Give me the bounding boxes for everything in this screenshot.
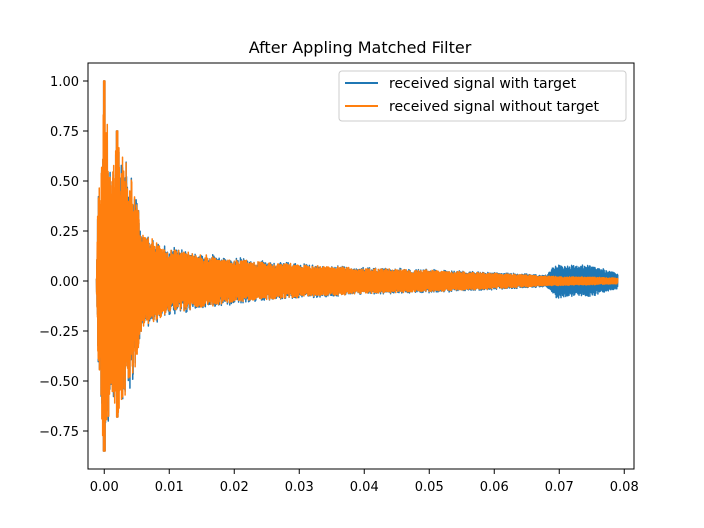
- chart-title: After Appling Matched Filter: [249, 38, 472, 57]
- series-layer: [95, 80, 619, 452]
- y-tick-label: 0.75: [50, 125, 79, 140]
- y-tick-label: 0.50: [50, 175, 79, 190]
- y-tick-label: −0.50: [39, 375, 79, 390]
- x-tick-label: 0.02: [220, 480, 249, 495]
- x-axis: 0.00 0.01 0.02 0.03 0.04 0.05 0.06 0.07 0.08: [90, 469, 639, 495]
- x-tick-label: 0.01: [155, 480, 184, 495]
- x-tick-label: 0.04: [350, 480, 379, 495]
- x-tick-label: 0.05: [415, 480, 444, 495]
- y-tick-label: 0.00: [50, 275, 79, 290]
- y-tick-label: 1.00: [50, 75, 79, 90]
- x-tick-label: 0.07: [545, 480, 574, 495]
- plot-frame: [87, 62, 635, 470]
- series-line-without-target: [95, 80, 619, 452]
- y-tick-label: 0.25: [50, 225, 79, 240]
- legend-label-without-target: received signal without target: [389, 99, 600, 115]
- x-tick-label: 0.08: [610, 480, 639, 495]
- y-tick-label: −0.75: [39, 425, 79, 440]
- x-tick-label: 0.00: [90, 480, 119, 495]
- y-axis: −0.75 −0.50 −0.25 0.00 0.25 0.50 0.75 1.00: [39, 75, 88, 440]
- y-tick-label: −0.25: [39, 325, 79, 340]
- x-tick-label: 0.03: [285, 480, 314, 495]
- x-tick-label: 0.06: [480, 480, 509, 495]
- legend-label-with-target: received signal with target: [389, 76, 577, 92]
- legend-box: [338, 70, 627, 122]
- legend: received signal with target received sig…: [338, 70, 627, 122]
